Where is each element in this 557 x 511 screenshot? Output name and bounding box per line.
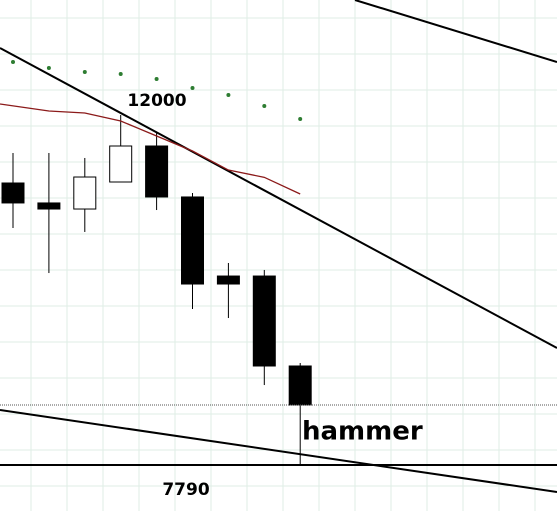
dot	[46, 66, 51, 71]
candle-body	[37, 202, 61, 210]
dot	[82, 70, 87, 75]
candle-body	[1, 182, 25, 204]
moving-average	[0, 103, 301, 195]
candle-body	[145, 145, 169, 198]
candle-body	[73, 176, 97, 210]
dot	[118, 71, 123, 76]
candle-body	[181, 196, 204, 285]
candle-body	[252, 275, 276, 367]
pattern-label: hammer	[302, 417, 423, 447]
annotation: 12000	[127, 91, 186, 111]
candle-body	[216, 275, 240, 285]
dot	[190, 85, 195, 90]
dot	[154, 76, 159, 81]
dot	[11, 59, 15, 64]
candle-body	[109, 145, 133, 183]
trend-line	[0, 47, 557, 349]
candle-body	[288, 365, 312, 406]
dot	[298, 116, 303, 121]
trend-line	[354, 0, 557, 63]
dot	[226, 92, 231, 97]
annotation: 7790	[162, 480, 209, 500]
trend-line	[0, 409, 557, 493]
dot	[262, 104, 267, 109]
